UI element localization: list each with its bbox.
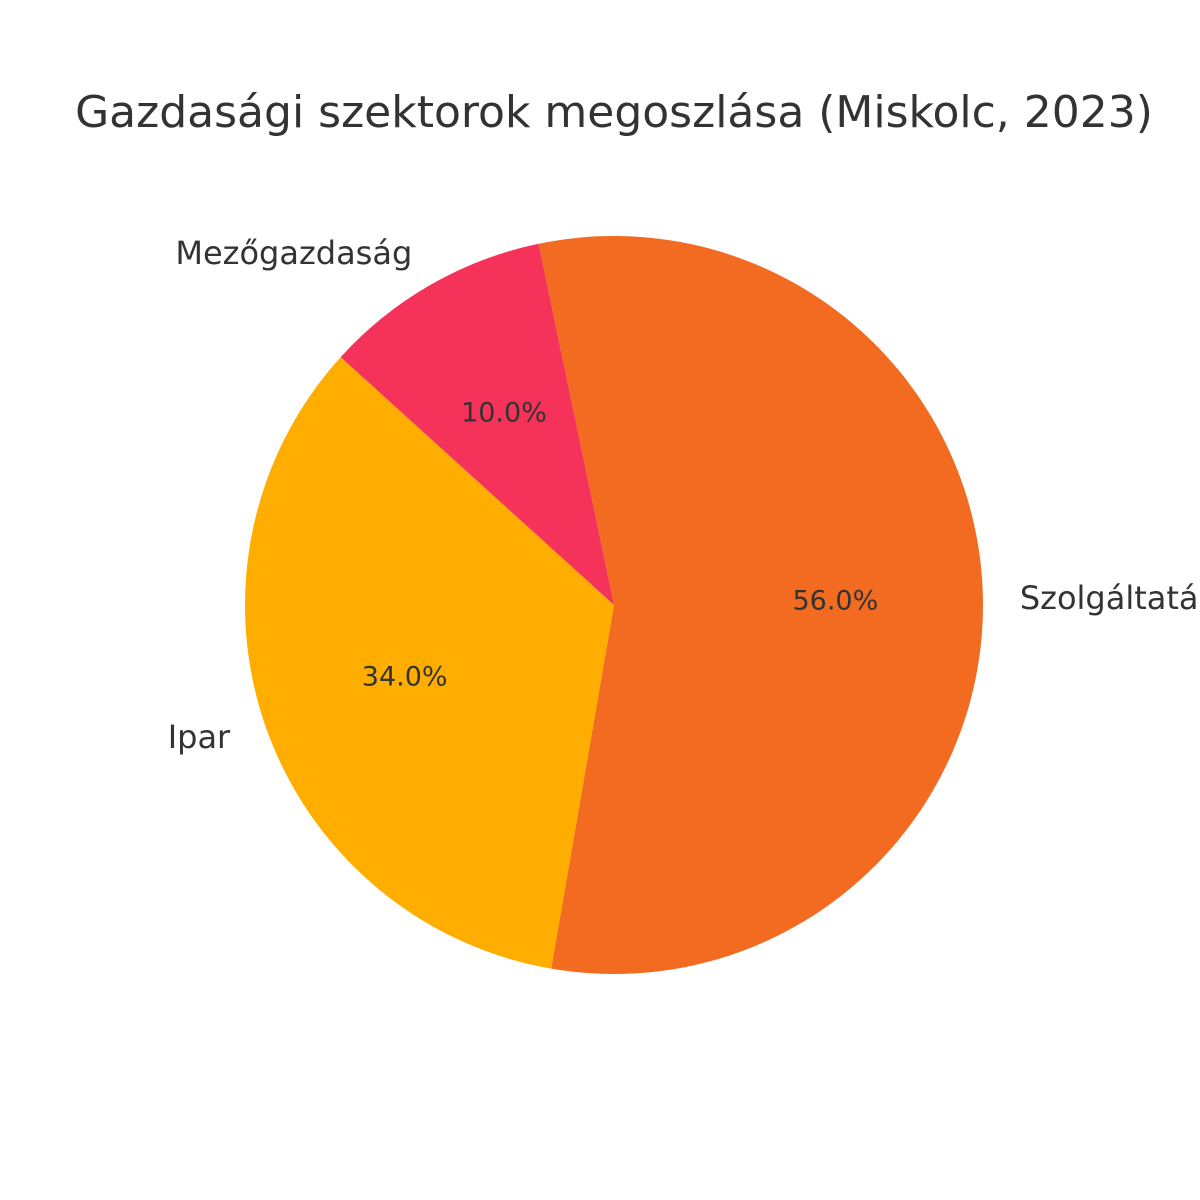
pie-slice-mezogazdasag [340,243,614,606]
pct-label-szolgaltatas: 56.0% [792,586,878,617]
pie-slice-ipar [245,357,614,969]
pct-label-ipar: 34.0% [362,662,448,693]
pie-slices [245,236,983,974]
pct-label-mezogazdasag: 10.0% [461,397,547,428]
slice-label-szolgaltatas: Szolgáltatás [1020,579,1200,617]
chart-title: Gazdasági szektorok megoszlása (Miskolc,… [75,87,1153,138]
slice-label-mezogazdasag: Mezőgazdaság [175,234,412,272]
slice-label-ipar: Ipar [168,718,231,756]
pie-slice-szolgaltatas [538,236,983,974]
pie-labels: 56.0% Szolgáltatás 34.0% Ipar 10.0% Mezőgazda… [168,234,1200,756]
